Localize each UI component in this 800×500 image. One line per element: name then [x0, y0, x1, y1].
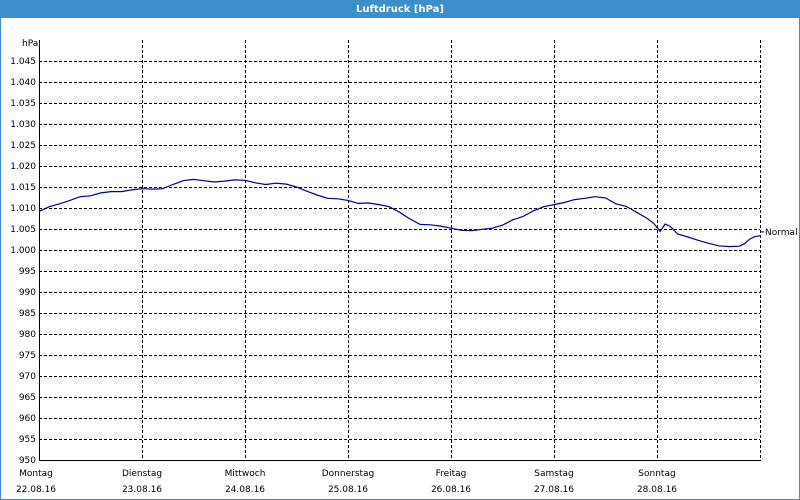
y-tick-label: 1.030 — [10, 120, 36, 130]
y-tick-label: 1.035 — [10, 99, 36, 109]
y-tick-label: 965 — [19, 393, 36, 403]
y-tick-label: 1.040 — [10, 78, 36, 88]
y-tick-label: 950 — [19, 456, 36, 466]
y-tick-label: 1.000 — [10, 246, 36, 256]
y-tick-label: 970 — [19, 372, 36, 382]
y-tick-label: 1.010 — [10, 204, 36, 214]
window-title: Luftdruck [hPa] — [1, 1, 799, 18]
y-tick-label: 960 — [19, 414, 36, 424]
x-tick-day-label: Sonntag — [638, 469, 675, 479]
normal-label: Normal — [765, 228, 798, 238]
y-tick-label: 995 — [19, 267, 36, 277]
pressure-series-line — [38, 178, 761, 248]
x-tick-day-label: Freitag — [436, 469, 467, 479]
x-tick-date-label: 25.08.16 — [328, 485, 368, 495]
y-tick-label: 985 — [19, 309, 36, 319]
x-tick-date-label: 22.08.16 — [16, 485, 56, 495]
y-tick-label: 980 — [19, 330, 36, 340]
x-tick-date-label: 24.08.16 — [225, 485, 265, 495]
x-tick-date-label: 27.08.16 — [534, 485, 574, 495]
x-tick-date-label: 26.08.16 — [431, 485, 471, 495]
x-tick-date-label: 28.08.16 — [637, 485, 677, 495]
y-tick-label: 1.005 — [10, 225, 36, 235]
x-tick-date-label: 23.08.16 — [122, 485, 162, 495]
y-tick-label: 1.045 — [10, 57, 36, 67]
x-tick-day-label: Donnerstag — [322, 469, 375, 479]
y-tick-label: 955 — [19, 435, 36, 445]
x-tick-day-label: Dienstag — [122, 469, 162, 479]
y-tick-label: 990 — [19, 288, 36, 298]
y-tick-label: 1.025 — [10, 141, 36, 151]
y-tick-label: 1.015 — [10, 183, 36, 193]
y-axis-label: hPa — [22, 39, 38, 49]
x-tick-day-label: Mittwoch — [225, 469, 266, 479]
y-tick-label: 975 — [19, 351, 36, 361]
x-tick-day-label: Samstag — [534, 469, 573, 479]
y-tick-label: 1.020 — [10, 162, 36, 172]
x-tick-day-label: Montag — [19, 469, 53, 479]
